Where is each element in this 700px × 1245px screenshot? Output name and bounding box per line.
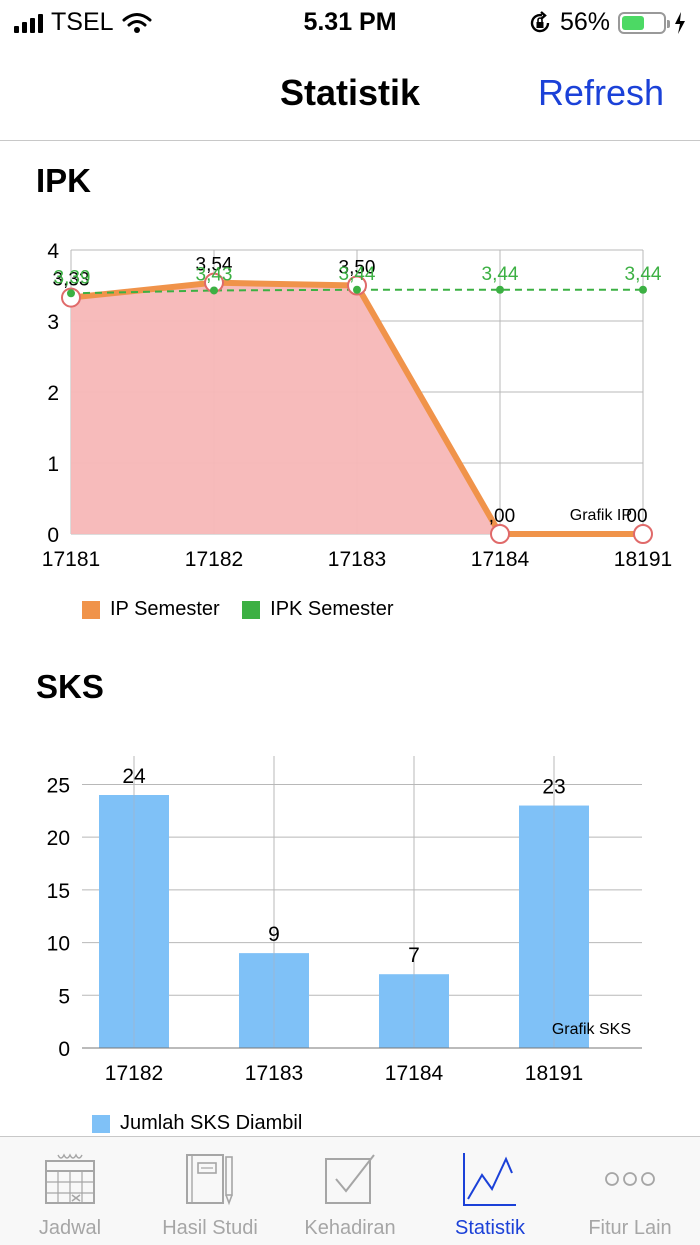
tab-hasil-studi[interactable]: Hasil Studi bbox=[140, 1137, 280, 1245]
ipk-semester-point bbox=[67, 289, 75, 298]
y-tick-label: 0 bbox=[47, 524, 59, 547]
rotation-lock-icon bbox=[530, 10, 550, 32]
y-tick-label: 20 bbox=[47, 827, 70, 850]
status-bar: TSEL 5.31 PM 56% bbox=[0, 0, 700, 46]
legend-item-jumlah-sks: Jumlah SKS Diambil bbox=[92, 1112, 302, 1135]
status-time: 5.31 PM bbox=[303, 8, 397, 36]
ip-semester-data-label: 3,50 bbox=[339, 258, 376, 279]
sks-data-label: 9 bbox=[268, 923, 280, 946]
x-tick-label: 17182 bbox=[185, 548, 243, 571]
legend-label-ipk: IPK Semester bbox=[270, 598, 394, 620]
x-tick-label: 17183 bbox=[245, 1062, 303, 1085]
wifi-icon bbox=[122, 12, 152, 33]
sks-bar-chart: 0 5 10 15 20 25 24 17182 9 17183 7 17184 23 18191 Graf… bbox=[47, 756, 642, 1085]
ipk-semester-data-label: 3,39 bbox=[54, 267, 91, 288]
sks-data-label: 24 bbox=[122, 765, 146, 788]
chart-description: Grafik SKS bbox=[552, 1021, 631, 1038]
ip-semester-area bbox=[71, 282, 643, 534]
battery-icon bbox=[618, 11, 670, 34]
legend-label-sks: Jumlah SKS Diambil bbox=[120, 1112, 303, 1134]
x-tick-label: 17184 bbox=[471, 548, 530, 571]
tab-kehadiran[interactable]: Kehadiran bbox=[280, 1137, 420, 1245]
ip-semester-data-label: 3,54 bbox=[196, 255, 233, 276]
ip-semester-data-label: 3,33 bbox=[53, 270, 90, 291]
legend-label-ip: IP Semester bbox=[110, 598, 220, 620]
sks-data-label: 23 bbox=[542, 776, 565, 799]
battery-percent: 56% bbox=[559, 8, 610, 36]
y-tick-label: 10 bbox=[47, 933, 70, 956]
signal-icon bbox=[14, 13, 43, 33]
sks-legend: Jumlah SKS Diambil bbox=[92, 1112, 320, 1138]
y-tick-label: 1 bbox=[47, 453, 59, 476]
tab-label-kehadiran: Kehadiran bbox=[304, 1217, 396, 1239]
ipk-semester-data-label: 3,44 bbox=[625, 264, 662, 285]
y-tick-label: 2 bbox=[47, 382, 59, 405]
calendar-icon bbox=[45, 1153, 95, 1204]
chart-description: Grafik IP bbox=[570, 507, 632, 524]
ipk-section-title: IPK bbox=[36, 162, 92, 199]
x-tick-label: 17182 bbox=[105, 1062, 163, 1085]
status-left: TSEL bbox=[14, 8, 152, 37]
legend-item-ip-semester: IP Semester bbox=[82, 598, 220, 621]
checkbox-icon bbox=[325, 1154, 375, 1204]
tab-statistik[interactable]: Statistik bbox=[420, 1137, 560, 1245]
notebook-icon bbox=[186, 1154, 233, 1206]
tab-fitur-lain[interactable]: Fitur Lain bbox=[560, 1137, 700, 1245]
ipk-semester-data-label: 3,44 bbox=[339, 264, 376, 285]
ip-semester-data-label: 00 bbox=[626, 506, 647, 527]
tab-label-fitur-lain: Fitur Lain bbox=[588, 1217, 672, 1239]
ip-semester-data-label: ,00 bbox=[489, 506, 515, 527]
ip-semester-point bbox=[61, 287, 81, 308]
tab-label-statistik: Statistik bbox=[454, 1217, 526, 1239]
legend-item-ipk-semester: IPK Semester bbox=[242, 598, 394, 621]
tab-bar: Jadwal Hasil Studi Kehadiran Statistik bbox=[0, 1136, 700, 1245]
tab-label-hasil-studi: Hasil Studi bbox=[162, 1217, 258, 1239]
ipk-semester-data-label: 3,44 bbox=[482, 264, 519, 285]
ipk-semester-point bbox=[210, 286, 218, 295]
ip-semester-point bbox=[633, 524, 653, 544]
page-title: Statistik bbox=[279, 72, 421, 113]
ipk-semester-data-label: 3,43 bbox=[196, 264, 233, 285]
carrier-label: TSEL bbox=[51, 8, 114, 36]
ip-semester-point bbox=[490, 524, 510, 544]
legend-swatch-ip bbox=[82, 600, 100, 619]
x-tick-label: 18191 bbox=[614, 548, 672, 571]
ipk-semester-point bbox=[496, 285, 504, 294]
sks-section-title: SKS bbox=[36, 668, 104, 705]
x-tick-label: 17183 bbox=[328, 548, 386, 571]
y-tick-label: 5 bbox=[58, 985, 70, 1008]
refresh-button[interactable]: Refresh bbox=[537, 72, 664, 113]
x-tick-label: 18191 bbox=[525, 1062, 583, 1085]
charging-icon bbox=[675, 11, 685, 34]
y-tick-label: 0 bbox=[58, 1038, 70, 1061]
legend-swatch-ipk bbox=[242, 600, 261, 619]
more-icon bbox=[605, 1172, 655, 1186]
status-right: 56% bbox=[528, 8, 686, 37]
ipk-semester-point bbox=[639, 285, 647, 294]
ipk-semester-point bbox=[353, 285, 361, 294]
nav-bar: Statistik Refresh bbox=[0, 46, 700, 141]
x-tick-label: 17181 bbox=[42, 548, 100, 571]
legend-swatch-sks bbox=[92, 1114, 110, 1133]
x-tick-label: 17184 bbox=[385, 1062, 444, 1085]
line-chart-icon bbox=[463, 1153, 516, 1206]
ipk-legend: IP Semester IPK Semester bbox=[82, 598, 412, 624]
y-tick-label: 4 bbox=[47, 240, 59, 263]
tab-label-jadwal: Jadwal bbox=[38, 1217, 102, 1239]
tab-jadwal[interactable]: Jadwal bbox=[0, 1137, 140, 1245]
y-tick-label: 3 bbox=[47, 311, 59, 334]
sks-data-label: 7 bbox=[408, 944, 420, 967]
y-tick-label: 15 bbox=[47, 880, 70, 903]
ip-semester-point bbox=[347, 275, 367, 296]
y-tick-label: 25 bbox=[47, 774, 70, 797]
